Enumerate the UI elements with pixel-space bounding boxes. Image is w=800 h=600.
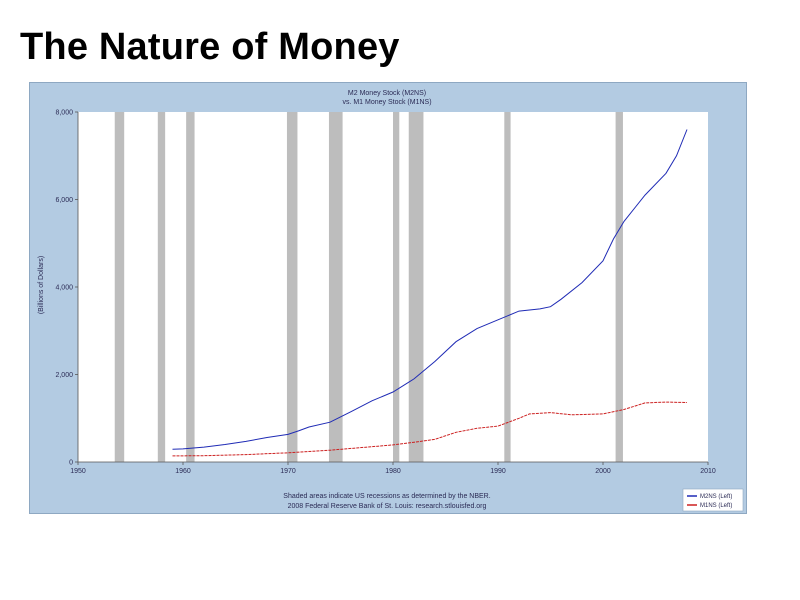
x-tick-label: 1960 <box>175 468 191 475</box>
recession-band <box>408 112 424 462</box>
y-tick-label: 6,000 <box>55 197 73 204</box>
chart-subtitle: vs. M1 Money Stock (M1NS) <box>342 99 431 106</box>
slide-title: The Nature of Money <box>20 26 400 68</box>
recession-band <box>157 112 166 462</box>
legend: M2NS (Left) M1NS (Left) <box>682 488 744 512</box>
y-tick-label: 4,000 <box>55 285 73 292</box>
recession-band <box>393 112 400 462</box>
recession-band <box>328 112 343 462</box>
x-tick-label: 2010 <box>700 468 716 475</box>
chart-frame: M2 Money Stock (M2NS) vs. M1 Money Stock… <box>29 82 747 514</box>
chart: M2 Money Stock (M2NS) vs. M1 Money Stock… <box>38 90 744 512</box>
recession-band <box>114 112 125 462</box>
legend-label: M1NS (Left) <box>700 503 732 509</box>
legend-box <box>682 488 744 512</box>
recession-band <box>186 112 195 462</box>
series-m1-line <box>172 401 688 457</box>
y-tick-label: 8,000 <box>55 110 73 117</box>
y-tick-label: 2,000 <box>55 372 73 379</box>
recession-band <box>504 112 511 462</box>
y-tick-label: 0 <box>69 460 73 467</box>
series-lines <box>172 129 688 457</box>
x-tick-label: 1970 <box>280 468 296 475</box>
x-tick-label: 2000 <box>595 468 611 475</box>
recession-band <box>286 112 298 462</box>
series-m2-line <box>172 129 688 450</box>
footnote-line-2: 2008 Federal Reserve Bank of St. Louis: … <box>288 503 487 510</box>
footnote-line-1: Shaded areas indicate US recessions as d… <box>283 493 490 500</box>
recession-band <box>615 112 623 462</box>
y-axis-label: (Billions of Dollars) <box>38 256 45 314</box>
chart-title: M2 Money Stock (M2NS) <box>348 90 426 97</box>
recession-bands <box>114 112 623 462</box>
x-tick-label: 1990 <box>490 468 506 475</box>
axes: 1950 1960 1970 1980 1990 2000 2010 0 2,000 4,000 6… <box>55 110 715 476</box>
x-tick-label: 1980 <box>385 468 401 475</box>
x-tick-label: 1950 <box>70 468 86 475</box>
legend-label: M2NS (Left) <box>700 494 732 500</box>
